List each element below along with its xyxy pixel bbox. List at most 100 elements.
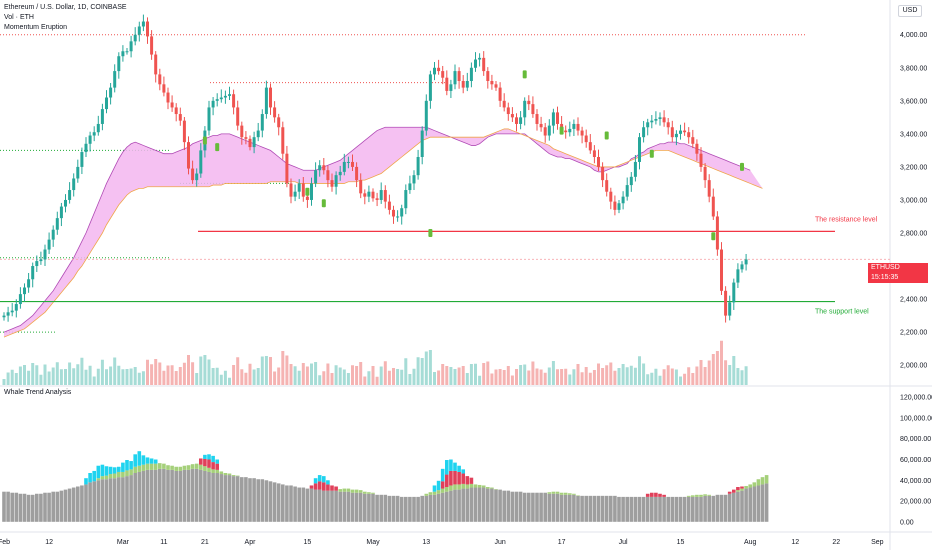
symbol-title[interactable]: Ethereum / U.S. Dollar, 1D, COINBASE [4, 4, 127, 11]
whale-bar [215, 473, 219, 522]
whale-bar [461, 488, 465, 522]
volume-bar [674, 369, 678, 385]
whale-bar [432, 494, 437, 522]
volume-bar [351, 365, 354, 385]
whale-bar [174, 466, 178, 471]
candle-body [666, 122, 670, 128]
whale-bar [703, 495, 707, 522]
candle-body [256, 130, 260, 138]
whale-bar [235, 476, 240, 522]
candle-body [441, 71, 445, 78]
whale-bar [322, 476, 326, 483]
whale-bar [141, 455, 146, 465]
whale-bar [498, 489, 502, 522]
candle-body [679, 130, 682, 134]
whale-bar [153, 463, 158, 470]
candle-body [375, 198, 379, 200]
whale-axis-label: 40,000.00 [900, 478, 931, 485]
whale-bar [268, 481, 273, 522]
whale-bar [699, 496, 703, 522]
volume-bar [215, 367, 219, 385]
volume-bar [379, 366, 383, 385]
time-axis-label: 21 [201, 539, 209, 546]
whale-bar [240, 477, 244, 522]
volume-bar [240, 369, 244, 385]
whale-bar [650, 496, 654, 522]
volume-bar [728, 365, 732, 385]
whale-bar [645, 496, 650, 522]
volume-bar [223, 370, 227, 385]
candle-body [2, 315, 6, 318]
volume-bar [314, 362, 318, 385]
volume-bar [154, 359, 158, 385]
whale-bar [760, 484, 765, 522]
whale-bar [477, 487, 482, 522]
lower-panel-title[interactable]: Whale Trend Analysis [4, 389, 72, 396]
last-price-tag: ETHUSD 15:15:35 [868, 263, 928, 283]
candle-body [568, 128, 572, 133]
whale-bar [658, 496, 662, 522]
whale-bar [453, 489, 457, 522]
whale-bar [121, 471, 125, 478]
whale-bar [211, 462, 215, 470]
whale-bar [670, 496, 675, 522]
whale-bar [412, 496, 416, 522]
whale-bar [436, 493, 441, 522]
candle-body [342, 161, 346, 172]
volume-bar [310, 363, 313, 385]
whale-bar [276, 483, 281, 522]
candle-body [510, 114, 514, 118]
candle-body [609, 191, 613, 202]
volume-bar [109, 366, 113, 385]
whale-bar [84, 478, 88, 485]
volume-label[interactable]: Vol · ETH [4, 14, 34, 21]
whale-bar [158, 468, 162, 522]
candle-body [654, 119, 658, 121]
candle-body [109, 87, 113, 98]
volume-bar [420, 358, 424, 385]
volume-bar [592, 370, 596, 385]
candle-body [527, 100, 531, 105]
volume-bar [396, 369, 400, 385]
volume-bar [105, 369, 108, 385]
whale-bar [145, 463, 150, 470]
whale-bar [408, 496, 412, 522]
whale-bar [133, 473, 137, 522]
price-axis-label: 3,400.00 [900, 131, 927, 138]
whale-bar [424, 495, 429, 522]
candle-body [642, 127, 646, 138]
volume-bar [59, 369, 63, 385]
candle-body [597, 157, 600, 167]
candle-body [96, 123, 100, 133]
indicator-label[interactable]: Momentum Eruption [4, 24, 68, 31]
whale-bar [440, 488, 445, 493]
whale-bar [756, 485, 761, 522]
whale-bar [707, 494, 711, 496]
whale-bar [391, 495, 396, 522]
volume-bar [14, 373, 18, 385]
currency-button[interactable]: USD [898, 5, 922, 17]
price-tag-value: 2,640.81 [899, 257, 926, 264]
whale-bar [432, 491, 437, 495]
whale-bar [100, 464, 105, 477]
whale-bar [715, 494, 720, 522]
volume-bar [367, 371, 371, 385]
candle-body [543, 127, 547, 136]
candle-body [486, 71, 490, 81]
volume-bar [744, 366, 748, 385]
whale-bar [211, 455, 215, 463]
volume-bar [621, 364, 625, 385]
whale-bar [481, 487, 486, 522]
whale-bar [203, 470, 207, 522]
candle-body [732, 282, 736, 303]
whale-bar [330, 485, 334, 491]
whale-bar [547, 492, 552, 494]
candle-body [178, 114, 182, 121]
whale-bar [604, 495, 609, 522]
whale-bar [6, 491, 10, 522]
price-axis-label: 2,800.00 [900, 231, 927, 238]
candle-body [613, 201, 617, 210]
whale-bar [309, 485, 314, 489]
